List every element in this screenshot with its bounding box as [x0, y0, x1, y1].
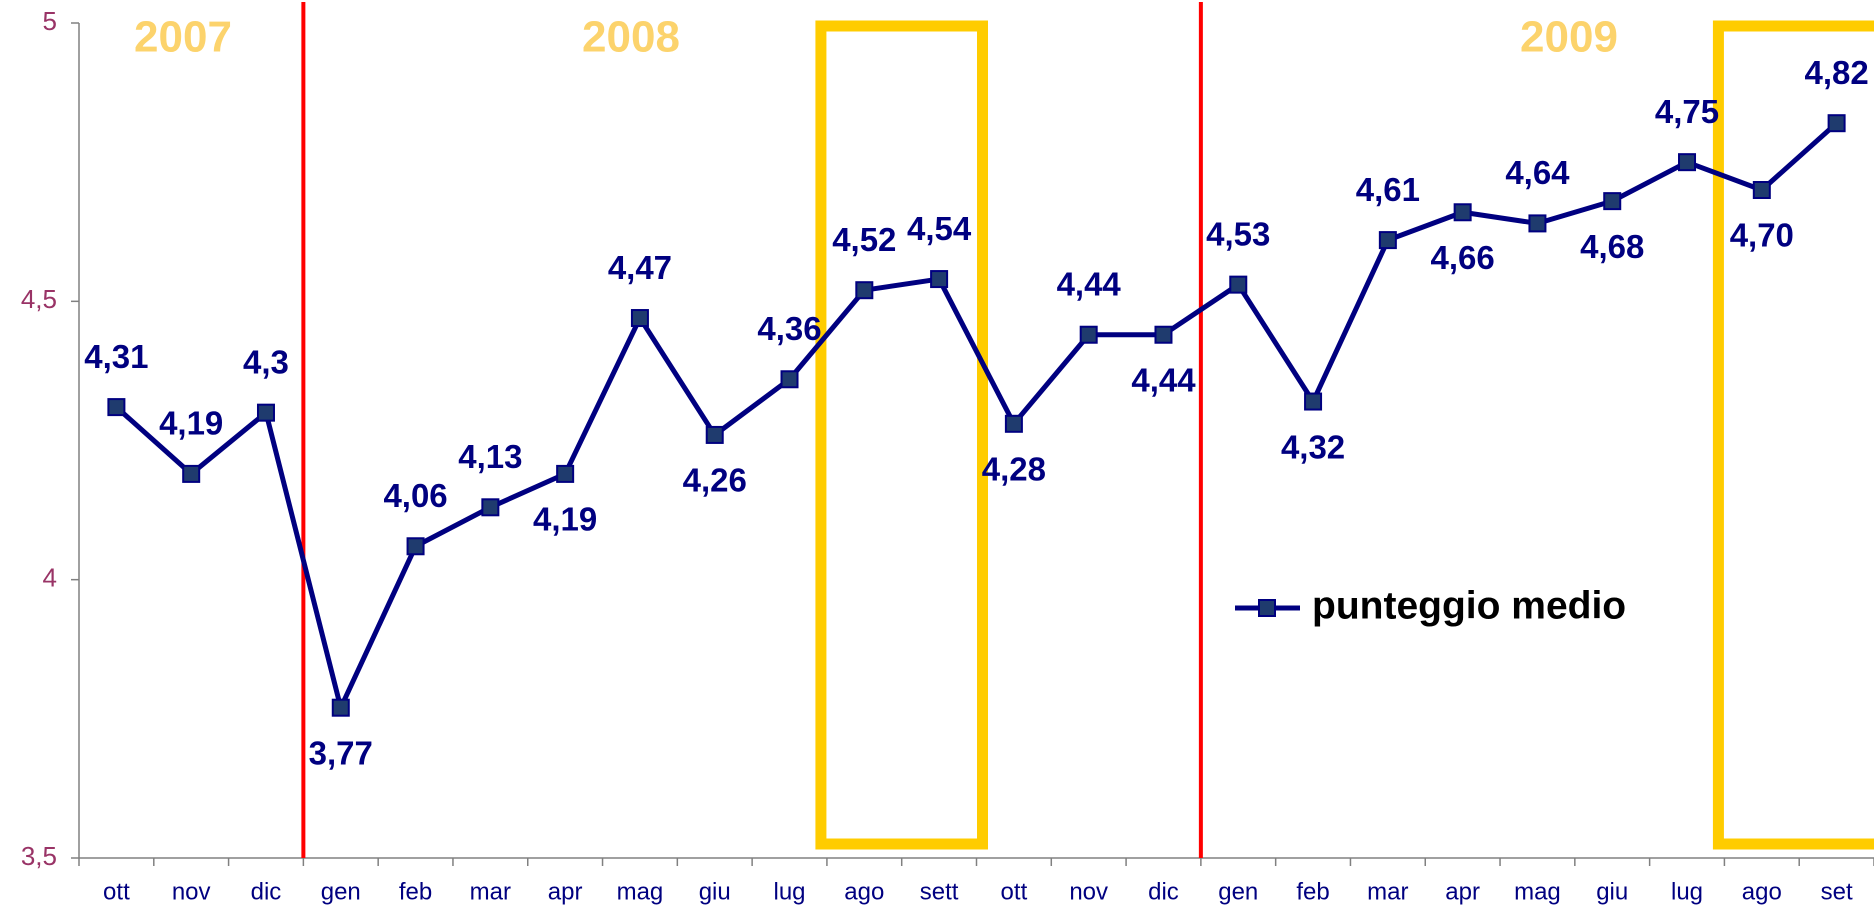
x-tick-label: giu: [1596, 878, 1628, 905]
x-tick-label: mar: [470, 878, 511, 905]
year-label: 2009: [1520, 13, 1618, 62]
value-label: 4,64: [1505, 154, 1570, 191]
point-marker: [1079, 325, 1098, 344]
value-label: 4,19: [159, 405, 223, 442]
x-tick-label: lug: [1671, 878, 1703, 905]
highlight-box: [815, 20, 989, 850]
point-marker: [1229, 275, 1248, 294]
x-tick-label: apr: [548, 878, 583, 905]
value-label: 4,66: [1431, 239, 1495, 276]
x-tick-label: ago: [1742, 878, 1782, 905]
point-marker: [1603, 192, 1622, 211]
point-marker: [1378, 231, 1397, 250]
series-line: [114, 121, 1839, 711]
x-tick-label: apr: [1445, 878, 1480, 905]
year-label: 2007: [134, 13, 232, 62]
x-tick-label: nov: [1069, 878, 1108, 905]
value-label: 4,61: [1356, 171, 1420, 208]
x-tick-label: dic: [251, 878, 282, 905]
point-marker: [481, 498, 500, 517]
y-tick-label: 4,5: [21, 284, 57, 314]
y-tick-label: 5: [43, 6, 57, 36]
x-tick-label: lug: [774, 878, 806, 905]
point-marker: [182, 464, 201, 483]
point-marker: [556, 464, 575, 483]
value-label: 4,44: [1057, 265, 1122, 302]
x-tick-label: feb: [1296, 878, 1329, 905]
y-tick-label: 4: [43, 563, 57, 593]
value-label: 4,19: [533, 501, 597, 538]
value-label: 4,52: [832, 221, 896, 258]
x-tick-label: sett: [920, 878, 959, 905]
value-label: 3,77: [309, 734, 373, 771]
x-tick-label: feb: [399, 878, 432, 905]
x-tick-label: ott: [1001, 878, 1028, 905]
value-label: 4,06: [383, 477, 447, 514]
value-label: 4,32: [1281, 428, 1345, 465]
x-tick-label: dic: [1148, 878, 1179, 905]
point-marker: [107, 398, 126, 417]
point-marker: [1678, 153, 1697, 172]
point-marker: [406, 537, 425, 556]
x-tick-label: mag: [1514, 878, 1561, 905]
x-tick-label: giu: [699, 878, 731, 905]
x-tick-label: set: [1821, 878, 1853, 905]
value-label: 4,75: [1655, 93, 1719, 130]
point-marker: [705, 425, 724, 444]
point-marker: [930, 270, 949, 289]
y-tick-label: 3,5: [21, 841, 57, 871]
point-marker: [1154, 325, 1173, 344]
point-marker: [855, 281, 874, 300]
value-label: 4,70: [1730, 217, 1794, 254]
legend-marker: [1258, 599, 1276, 617]
point-marker: [1304, 392, 1323, 411]
point-marker: [630, 309, 649, 328]
point-marker: [331, 698, 350, 717]
value-label: 4,47: [608, 249, 672, 286]
value-label: 4,26: [683, 462, 747, 499]
x-tick-label: mar: [1367, 878, 1408, 905]
point-marker: [1528, 214, 1547, 233]
point-marker: [1453, 203, 1472, 222]
x-tick-label: ott: [103, 878, 130, 905]
value-label: 4,13: [458, 438, 522, 475]
x-tick-label: gen: [1218, 878, 1258, 905]
value-label: 4,36: [757, 310, 821, 347]
value-label: 4,54: [907, 210, 972, 247]
point-marker: [1752, 181, 1771, 199]
point-marker: [1004, 414, 1023, 433]
point-marker: [780, 370, 799, 389]
value-label: 4,3: [243, 343, 289, 380]
value-label: 4,44: [1131, 361, 1196, 398]
highlight-box: [1712, 20, 1874, 850]
legend-label: punteggio medio: [1312, 584, 1626, 627]
value-label: 4,28: [982, 451, 1046, 488]
x-tick-label: nov: [172, 878, 211, 905]
x-tick-label: ago: [844, 878, 884, 905]
year-label: 2008: [582, 13, 680, 62]
point-marker: [1827, 114, 1846, 133]
value-label: 4,82: [1804, 54, 1868, 91]
x-tick-label: gen: [321, 878, 361, 905]
value-label: 4,53: [1206, 215, 1270, 252]
value-label: 4,68: [1580, 228, 1644, 265]
x-tick-label: mag: [617, 878, 664, 905]
value-label: 4,31: [84, 338, 148, 375]
point-marker: [256, 403, 275, 422]
